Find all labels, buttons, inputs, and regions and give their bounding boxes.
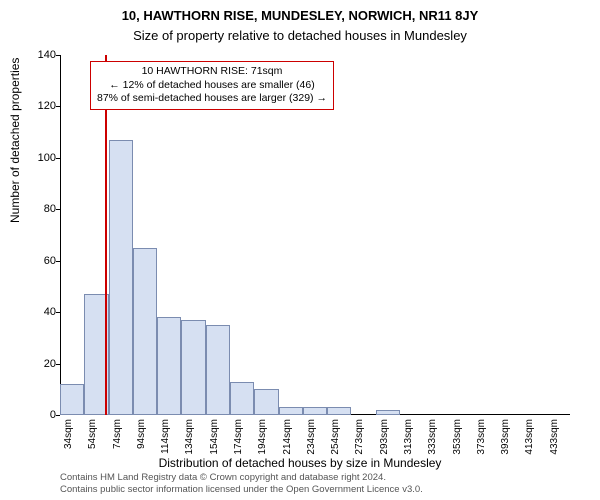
- histogram-bar: [206, 325, 230, 415]
- histogram-bar: [109, 140, 133, 415]
- histogram-bar: [133, 248, 157, 415]
- y-tick-label: 40: [30, 306, 56, 318]
- histogram-bar: [279, 407, 303, 415]
- annotation-line: 87% of semi-detached houses are larger (…: [97, 92, 327, 106]
- y-tick-mark: [56, 261, 60, 262]
- histogram-bar: [181, 320, 205, 415]
- y-tick-label: 60: [30, 255, 56, 267]
- x-tick-label: 333sqm: [427, 419, 438, 455]
- x-tick-label: 273sqm: [354, 419, 365, 455]
- x-tick-label: 194sqm: [257, 419, 268, 455]
- x-tick-label: 94sqm: [136, 419, 147, 449]
- annotation-line: 10 HAWTHORN RISE: 71sqm: [97, 65, 327, 79]
- y-tick-mark: [56, 364, 60, 365]
- histogram-bar: [376, 410, 400, 415]
- y-tick-mark: [56, 415, 60, 416]
- chart-subtitle: Size of property relative to detached ho…: [0, 28, 600, 43]
- x-tick-label: 254sqm: [330, 419, 341, 455]
- y-tick-label: 120: [30, 100, 56, 112]
- x-tick-label: 234sqm: [306, 419, 317, 455]
- y-axis-label: Number of detached properties: [8, 58, 22, 223]
- y-tick-label: 20: [30, 358, 56, 370]
- y-tick-mark: [56, 158, 60, 159]
- annotation-box: 10 HAWTHORN RISE: 71sqm← 12% of detached…: [90, 61, 334, 110]
- x-tick-label: 413sqm: [524, 419, 535, 455]
- x-tick-label: 393sqm: [500, 419, 511, 455]
- x-tick-label: 293sqm: [379, 419, 390, 455]
- attribution-text: Contains HM Land Registry data © Crown c…: [60, 472, 423, 496]
- plot-area: 10 HAWTHORN RISE: 71sqm← 12% of detached…: [60, 55, 570, 415]
- y-tick-label: 140: [30, 49, 56, 61]
- y-tick-mark: [56, 106, 60, 107]
- x-tick-label: 214sqm: [282, 419, 293, 455]
- x-tick-label: 174sqm: [233, 419, 244, 455]
- x-tick-label: 373sqm: [476, 419, 487, 455]
- y-axis-line: [60, 55, 61, 415]
- x-tick-label: 313sqm: [403, 419, 414, 455]
- histogram-bar: [327, 407, 351, 415]
- address-title: 10, HAWTHORN RISE, MUNDESLEY, NORWICH, N…: [0, 8, 600, 23]
- x-tick-label: 433sqm: [549, 419, 560, 455]
- histogram-bar: [303, 407, 327, 415]
- x-tick-label: 34sqm: [63, 419, 74, 449]
- x-tick-label: 134sqm: [184, 419, 195, 455]
- y-tick-label: 80: [30, 203, 56, 215]
- histogram-bar: [60, 384, 84, 415]
- x-axis-label: Distribution of detached houses by size …: [0, 456, 600, 470]
- annotation-line: ← 12% of detached houses are smaller (46…: [97, 79, 327, 93]
- y-tick-label: 0: [30, 409, 56, 421]
- y-tick-mark: [56, 55, 60, 56]
- attribution-line2: Contains public sector information licen…: [60, 484, 423, 496]
- histogram-bar: [230, 382, 254, 415]
- histogram-bar: [254, 389, 278, 415]
- histogram-bar: [157, 317, 181, 415]
- chart-container: 10, HAWTHORN RISE, MUNDESLEY, NORWICH, N…: [0, 0, 600, 500]
- attribution-line1: Contains HM Land Registry data © Crown c…: [60, 472, 423, 484]
- y-tick-label: 100: [30, 152, 56, 164]
- y-tick-mark: [56, 312, 60, 313]
- y-tick-mark: [56, 209, 60, 210]
- x-tick-label: 154sqm: [209, 419, 220, 455]
- x-tick-label: 114sqm: [160, 419, 171, 454]
- x-tick-label: 54sqm: [87, 419, 98, 449]
- x-tick-label: 353sqm: [452, 419, 463, 455]
- x-tick-label: 74sqm: [112, 419, 123, 449]
